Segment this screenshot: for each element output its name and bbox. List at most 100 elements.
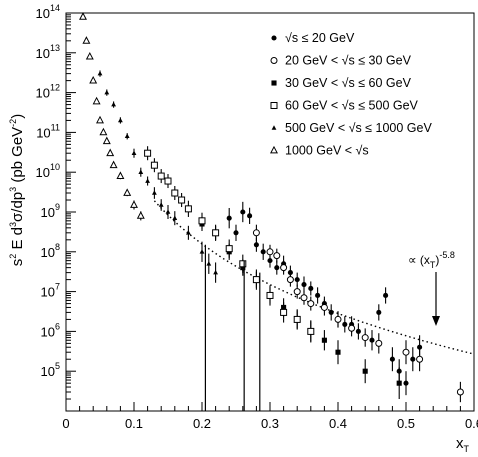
data-point [456, 388, 464, 396]
legend-marker [270, 145, 278, 154]
data-point [307, 300, 315, 308]
data-point [308, 285, 314, 291]
legend-marker [270, 57, 278, 64]
data-point [266, 248, 274, 256]
data-point [178, 196, 186, 204]
y-tick-label: 1014 [36, 3, 60, 21]
data-point [315, 292, 321, 299]
fit-label-main: ∝ (x [408, 253, 430, 267]
data-point [184, 205, 192, 213]
data-point [239, 260, 247, 268]
data-point [198, 217, 206, 225]
data-point [82, 36, 91, 44]
data-point [111, 101, 116, 107]
y-tick-label: 1010 [36, 162, 60, 180]
data-point [97, 70, 103, 76]
data-point [225, 245, 233, 253]
series-3 [144, 146, 315, 343]
x-tick-label: 0.3 [261, 416, 279, 431]
data-point [362, 368, 368, 374]
series-4 [97, 70, 218, 283]
data-point [131, 150, 137, 156]
data-point [334, 315, 342, 323]
data-point [301, 282, 307, 288]
data-point [85, 51, 94, 60]
data-point [102, 136, 111, 145]
data-point [293, 315, 301, 323]
data-point [164, 177, 172, 185]
axes-group: 0 0.1 0.2 0.3 0.4 0.5 0.6 105 106 107 108 109 1010 10… [36, 3, 478, 431]
data-point [280, 264, 288, 272]
legend-marker [270, 102, 278, 109]
fit-label-exp: -5.8 [439, 250, 455, 260]
x-axis-title: xT [456, 435, 470, 454]
data-point [206, 261, 212, 266]
data-point [212, 229, 220, 237]
data-point [199, 249, 205, 254]
series-1 [252, 224, 464, 403]
series-2 [199, 216, 402, 400]
legend-marker [271, 125, 277, 130]
data-point [79, 12, 87, 20]
data-point [280, 308, 288, 316]
data-point [375, 339, 383, 347]
data-point [396, 380, 402, 386]
data-point [294, 277, 300, 283]
fit-label-close: ) [435, 253, 439, 267]
legend-label: 1000 GeV < √s [285, 144, 369, 158]
data-point [240, 209, 246, 215]
data-point [267, 258, 273, 264]
y-tick-label: 106 [41, 321, 60, 339]
data-point [307, 327, 315, 335]
data-point [286, 276, 294, 284]
data-point [252, 229, 260, 237]
legend-marker [271, 80, 277, 86]
data-point [266, 291, 274, 299]
data-point [402, 348, 410, 356]
y-tick-label: 1011 [36, 122, 60, 140]
data-point [252, 276, 260, 284]
fit-annotation: ∝ (xT)-5.8 [408, 250, 455, 326]
y-tick-label: 109 [41, 202, 60, 220]
y-axis-title: s2 E d3σ/dp3 (pb GeV-2) [8, 114, 26, 266]
data-point [328, 309, 334, 315]
data-point [150, 161, 158, 169]
data-point [342, 321, 348, 327]
x-tick-label: 0.2 [193, 416, 211, 431]
data-point [123, 188, 132, 196]
data-point [273, 252, 281, 260]
data-point [247, 213, 253, 219]
data-point [300, 294, 308, 302]
data-point [376, 309, 382, 315]
data-point [361, 334, 369, 342]
data-point [157, 172, 165, 180]
data-point [416, 355, 424, 363]
data-point [410, 356, 416, 362]
data-point [158, 202, 164, 207]
data-point [138, 169, 144, 174]
legend-label: √s ≤ 20 GeV [285, 31, 355, 45]
data-point [321, 337, 327, 343]
y-tick-label: 1013 [36, 43, 60, 61]
data-point [92, 96, 101, 105]
x-tick-label: 0.6 [465, 416, 478, 431]
series-5 [79, 12, 145, 221]
fit-arrow-head [432, 316, 440, 326]
data-point [213, 269, 218, 275]
data-point [171, 189, 179, 197]
legend-label: 500 GeV < √s ≤ 1000 GeV [285, 121, 432, 135]
legend-label: 30 GeV < √s ≤ 60 GeV [285, 76, 412, 90]
data-point [172, 215, 178, 220]
x-tick-label: 0.4 [329, 416, 347, 431]
y-tick-label: 1012 [36, 83, 60, 101]
data-point [335, 349, 341, 355]
data-point [226, 215, 232, 221]
legend: √s ≤ 20 GeV 20 GeV < √s ≤ 30 GeV 30 GeV < … [270, 31, 432, 158]
data-point [96, 115, 104, 124]
data-point [124, 133, 130, 139]
data-point [145, 178, 150, 183]
legend-label: 20 GeV < √s ≤ 30 GeV [285, 54, 412, 68]
data-point [355, 328, 361, 334]
data-point [106, 148, 115, 157]
